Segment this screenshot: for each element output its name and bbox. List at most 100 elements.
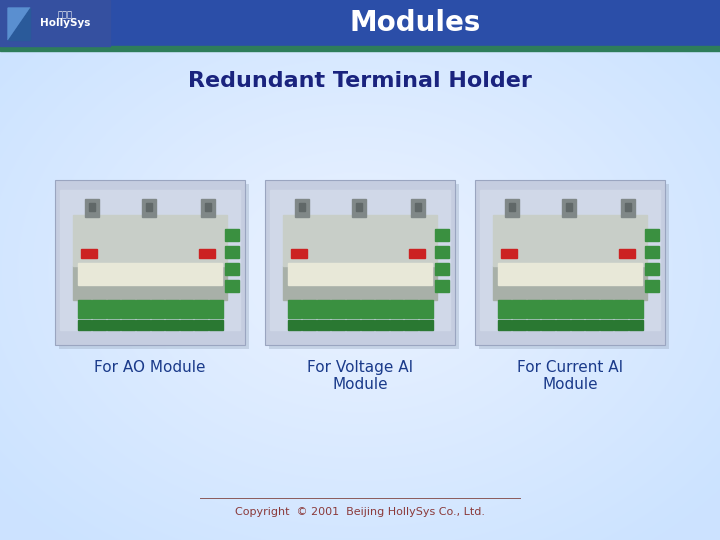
Bar [600, 300, 613, 318]
Bar [621, 199, 635, 217]
Text: For AO Module: For AO Module [94, 360, 206, 375]
Bar [435, 262, 449, 274]
Bar [107, 300, 120, 318]
Bar [645, 280, 659, 292]
Bar [209, 320, 222, 330]
Bar [527, 320, 540, 330]
Bar [541, 300, 555, 318]
Bar [0, 46, 720, 51]
Bar [225, 228, 239, 240]
Bar [390, 300, 403, 318]
Bar [85, 199, 99, 217]
Bar [205, 203, 211, 211]
Bar [317, 300, 330, 318]
Bar [409, 248, 425, 258]
Bar [570, 320, 584, 330]
Bar [361, 300, 374, 318]
Bar [541, 320, 555, 330]
FancyBboxPatch shape [479, 184, 669, 349]
Bar [302, 320, 315, 330]
Bar [493, 266, 647, 300]
Bar [629, 320, 642, 330]
Bar [317, 320, 330, 330]
Bar [136, 300, 150, 318]
Bar [0, 0, 720, 46]
Bar [361, 320, 374, 330]
Bar [287, 300, 301, 318]
Bar [136, 320, 150, 330]
Bar [81, 248, 97, 258]
Bar [180, 320, 193, 330]
Bar [645, 262, 659, 274]
Bar [419, 300, 433, 318]
Bar [512, 300, 526, 318]
Bar [505, 199, 519, 217]
Bar [78, 300, 91, 318]
Text: For Current AI
Module: For Current AI Module [517, 360, 623, 393]
Bar [283, 215, 437, 266]
Bar [150, 320, 164, 330]
Bar [302, 300, 315, 318]
Bar [645, 246, 659, 258]
Bar [60, 190, 240, 330]
Bar [199, 248, 215, 258]
Bar [165, 300, 179, 318]
Bar [415, 203, 421, 211]
Bar [435, 246, 449, 258]
Bar [498, 264, 642, 285]
Bar [419, 320, 433, 330]
Bar [225, 262, 239, 274]
Bar [435, 280, 449, 292]
Bar [89, 203, 95, 211]
Bar [509, 203, 515, 211]
Polygon shape [8, 8, 30, 40]
Bar [585, 320, 599, 330]
Bar [291, 248, 307, 258]
Text: HollySys: HollySys [40, 18, 90, 28]
Bar [287, 320, 301, 330]
Bar [78, 320, 91, 330]
Bar [331, 320, 345, 330]
Bar [331, 300, 345, 318]
Bar [121, 300, 135, 318]
Bar [288, 264, 432, 285]
FancyBboxPatch shape [265, 180, 455, 345]
Text: Redundant Terminal Holder: Redundant Terminal Holder [188, 71, 532, 91]
Bar [356, 203, 362, 211]
Bar [299, 203, 305, 211]
Bar [150, 300, 164, 318]
Bar [600, 320, 613, 330]
Bar [78, 264, 222, 285]
Bar [629, 300, 642, 318]
Bar [585, 300, 599, 318]
Bar [498, 300, 511, 318]
Bar [295, 199, 309, 217]
Bar [556, 320, 570, 330]
Bar [405, 320, 418, 330]
Text: Copyright  © 2001  Beijing HollySys Co., Ltd.: Copyright © 2001 Beijing HollySys Co., L… [235, 507, 485, 517]
Bar [107, 320, 120, 330]
Bar [625, 203, 631, 211]
FancyBboxPatch shape [55, 180, 245, 345]
Text: For Voltage AI
Module: For Voltage AI Module [307, 360, 413, 393]
Bar [435, 228, 449, 240]
FancyBboxPatch shape [475, 180, 665, 345]
FancyBboxPatch shape [59, 184, 249, 349]
Bar [346, 300, 359, 318]
Bar [614, 320, 628, 330]
Bar [493, 215, 647, 266]
Bar [225, 280, 239, 292]
Bar [92, 320, 106, 330]
Bar [346, 320, 359, 330]
Bar [352, 199, 366, 217]
Bar [73, 266, 227, 300]
Bar [614, 300, 628, 318]
Bar [201, 199, 215, 217]
Bar [570, 300, 584, 318]
Bar [405, 300, 418, 318]
Bar [194, 300, 208, 318]
Polygon shape [8, 8, 30, 40]
Bar [512, 320, 526, 330]
Bar [411, 199, 425, 217]
Bar [270, 190, 450, 330]
